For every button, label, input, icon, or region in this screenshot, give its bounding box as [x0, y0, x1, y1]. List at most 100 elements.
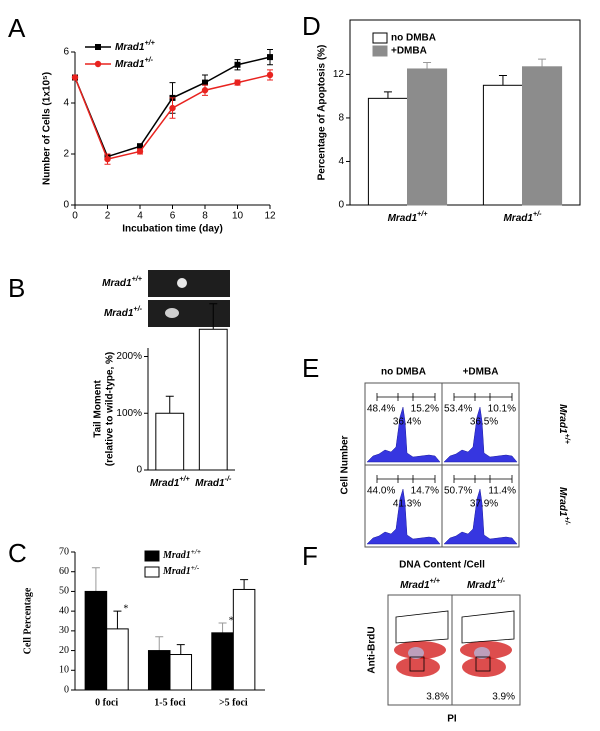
x-tick-label: Mrad1+/+	[150, 474, 191, 489]
data-point	[136, 148, 144, 155]
column-header: Mrad1+/-	[467, 576, 506, 591]
bar	[522, 66, 563, 206]
error-bar	[240, 579, 249, 590]
panel-letter: C	[8, 538, 27, 568]
legend-label: Mrad1+/+	[115, 38, 156, 53]
x-tick-label: 4	[137, 211, 143, 222]
legend-label: Mrad1+/-	[162, 564, 200, 578]
bar	[106, 628, 129, 691]
y-tick-label: 4	[338, 156, 344, 167]
x-tick-label: >5 foci	[219, 697, 248, 708]
x-tick-label: 0	[72, 211, 78, 222]
flow-panel: no DMBA +DMBA Mrad1+/+ Mrad1+/- Cell Number D…	[340, 367, 572, 571]
y-axis-label: Anti-BrdU	[367, 626, 378, 673]
bar	[155, 412, 185, 471]
legend-marker	[94, 60, 102, 68]
gate	[461, 610, 515, 644]
scatter-cloud	[396, 657, 440, 677]
plot-frame	[349, 19, 581, 206]
y-tick-label: 30	[59, 625, 69, 636]
y-tick-label: 0	[63, 200, 69, 211]
percentage-label: 14.7%	[411, 486, 439, 497]
legend-label: Mrad1+/+	[162, 548, 201, 562]
bar	[198, 328, 228, 471]
y-axis-label: Cell Percentage	[22, 587, 33, 654]
percentage-label: 11.4%	[488, 486, 516, 497]
y-tick-label: 6	[63, 47, 69, 58]
error-bar	[498, 75, 507, 86]
percentage-label: 50.7%	[444, 486, 472, 497]
gel-image	[148, 300, 230, 327]
y-axis-label: Number of Cells (1x10⁵)	[42, 72, 53, 185]
error-bar	[113, 610, 122, 629]
data-point	[234, 61, 241, 68]
data-point	[234, 79, 241, 86]
percentage-label: 37.9%	[470, 499, 498, 510]
y-axis-label: Cell Number	[340, 435, 351, 494]
y-tick-label: 12	[333, 69, 345, 80]
error-bar	[91, 567, 100, 592]
data-point	[169, 104, 176, 112]
panel-letter: D	[302, 11, 321, 41]
error-bar	[209, 303, 218, 330]
panel-letter: E	[302, 353, 319, 383]
y-tick-label: 0	[338, 200, 344, 211]
gate	[395, 610, 449, 644]
y-tick-label: 0	[136, 465, 142, 476]
legend-swatch	[144, 550, 160, 562]
y-tick-label: 0	[64, 684, 69, 695]
chart-panel: 0 10 20 30 40 50 60 70 Cell Percentage 0 foci * 1-5…	[22, 546, 265, 708]
x-tick-label: 0 foci	[95, 697, 118, 708]
x-tick-label: Mrad1-/-	[195, 474, 232, 489]
legend-swatch	[144, 566, 160, 578]
percentage-label: 48.4%	[367, 404, 395, 415]
gel-image	[148, 270, 230, 297]
annotation: *	[123, 603, 128, 614]
y-tick-label: 60	[59, 566, 69, 577]
bar	[407, 68, 448, 206]
data-point	[201, 87, 209, 94]
x-axis-label: PI	[447, 714, 457, 725]
gate-bracket	[453, 393, 513, 401]
y-tick-label: 50	[59, 586, 69, 597]
panel-letter: F	[302, 541, 318, 571]
gel-label: Mrad1+/+	[102, 274, 143, 289]
bar	[84, 590, 108, 691]
y-axis-label: Tail Moment	[93, 380, 104, 438]
legend-swatch	[372, 32, 388, 44]
y-tick-label: 10	[59, 665, 69, 676]
panel-letter: B	[8, 273, 25, 303]
y-tick-label: 2	[63, 149, 69, 160]
legend-label: no DMBA	[391, 33, 436, 44]
x-tick-label: 1-5 foci	[154, 697, 186, 708]
histogram	[443, 406, 518, 463]
legend-label: Mrad1+/-	[115, 55, 154, 70]
gate	[409, 656, 425, 672]
data-point	[104, 155, 111, 163]
row-label: Mrad1+/+	[557, 404, 572, 445]
bar	[482, 84, 523, 206]
error-bar	[176, 644, 185, 655]
gate	[475, 656, 491, 672]
column-header: +DMBA	[463, 367, 499, 378]
y-tick-label: 8	[338, 113, 344, 124]
y-axis-label: (relative to wild-type, %)	[105, 352, 116, 466]
histogram	[366, 488, 441, 545]
error-bar	[165, 395, 174, 414]
legend-label: +DMBA	[391, 46, 427, 57]
bar	[147, 650, 171, 691]
x-axis-label: Incubation time (day)	[122, 224, 223, 235]
error-bar	[155, 636, 164, 651]
column-header: Mrad1+/+	[400, 576, 441, 591]
percentage-label: 41.3%	[393, 499, 421, 510]
gate-bracket	[376, 475, 436, 483]
percentage-label: 3.9%	[492, 692, 515, 703]
gate-bracket	[376, 393, 436, 401]
comet	[177, 278, 187, 288]
percentage-label: 36.4%	[393, 417, 421, 428]
panel-letter: A	[8, 13, 26, 43]
percentage-label: 3.8%	[426, 692, 449, 703]
x-tick-label: 12	[264, 211, 276, 222]
scatter-frame	[387, 594, 521, 706]
